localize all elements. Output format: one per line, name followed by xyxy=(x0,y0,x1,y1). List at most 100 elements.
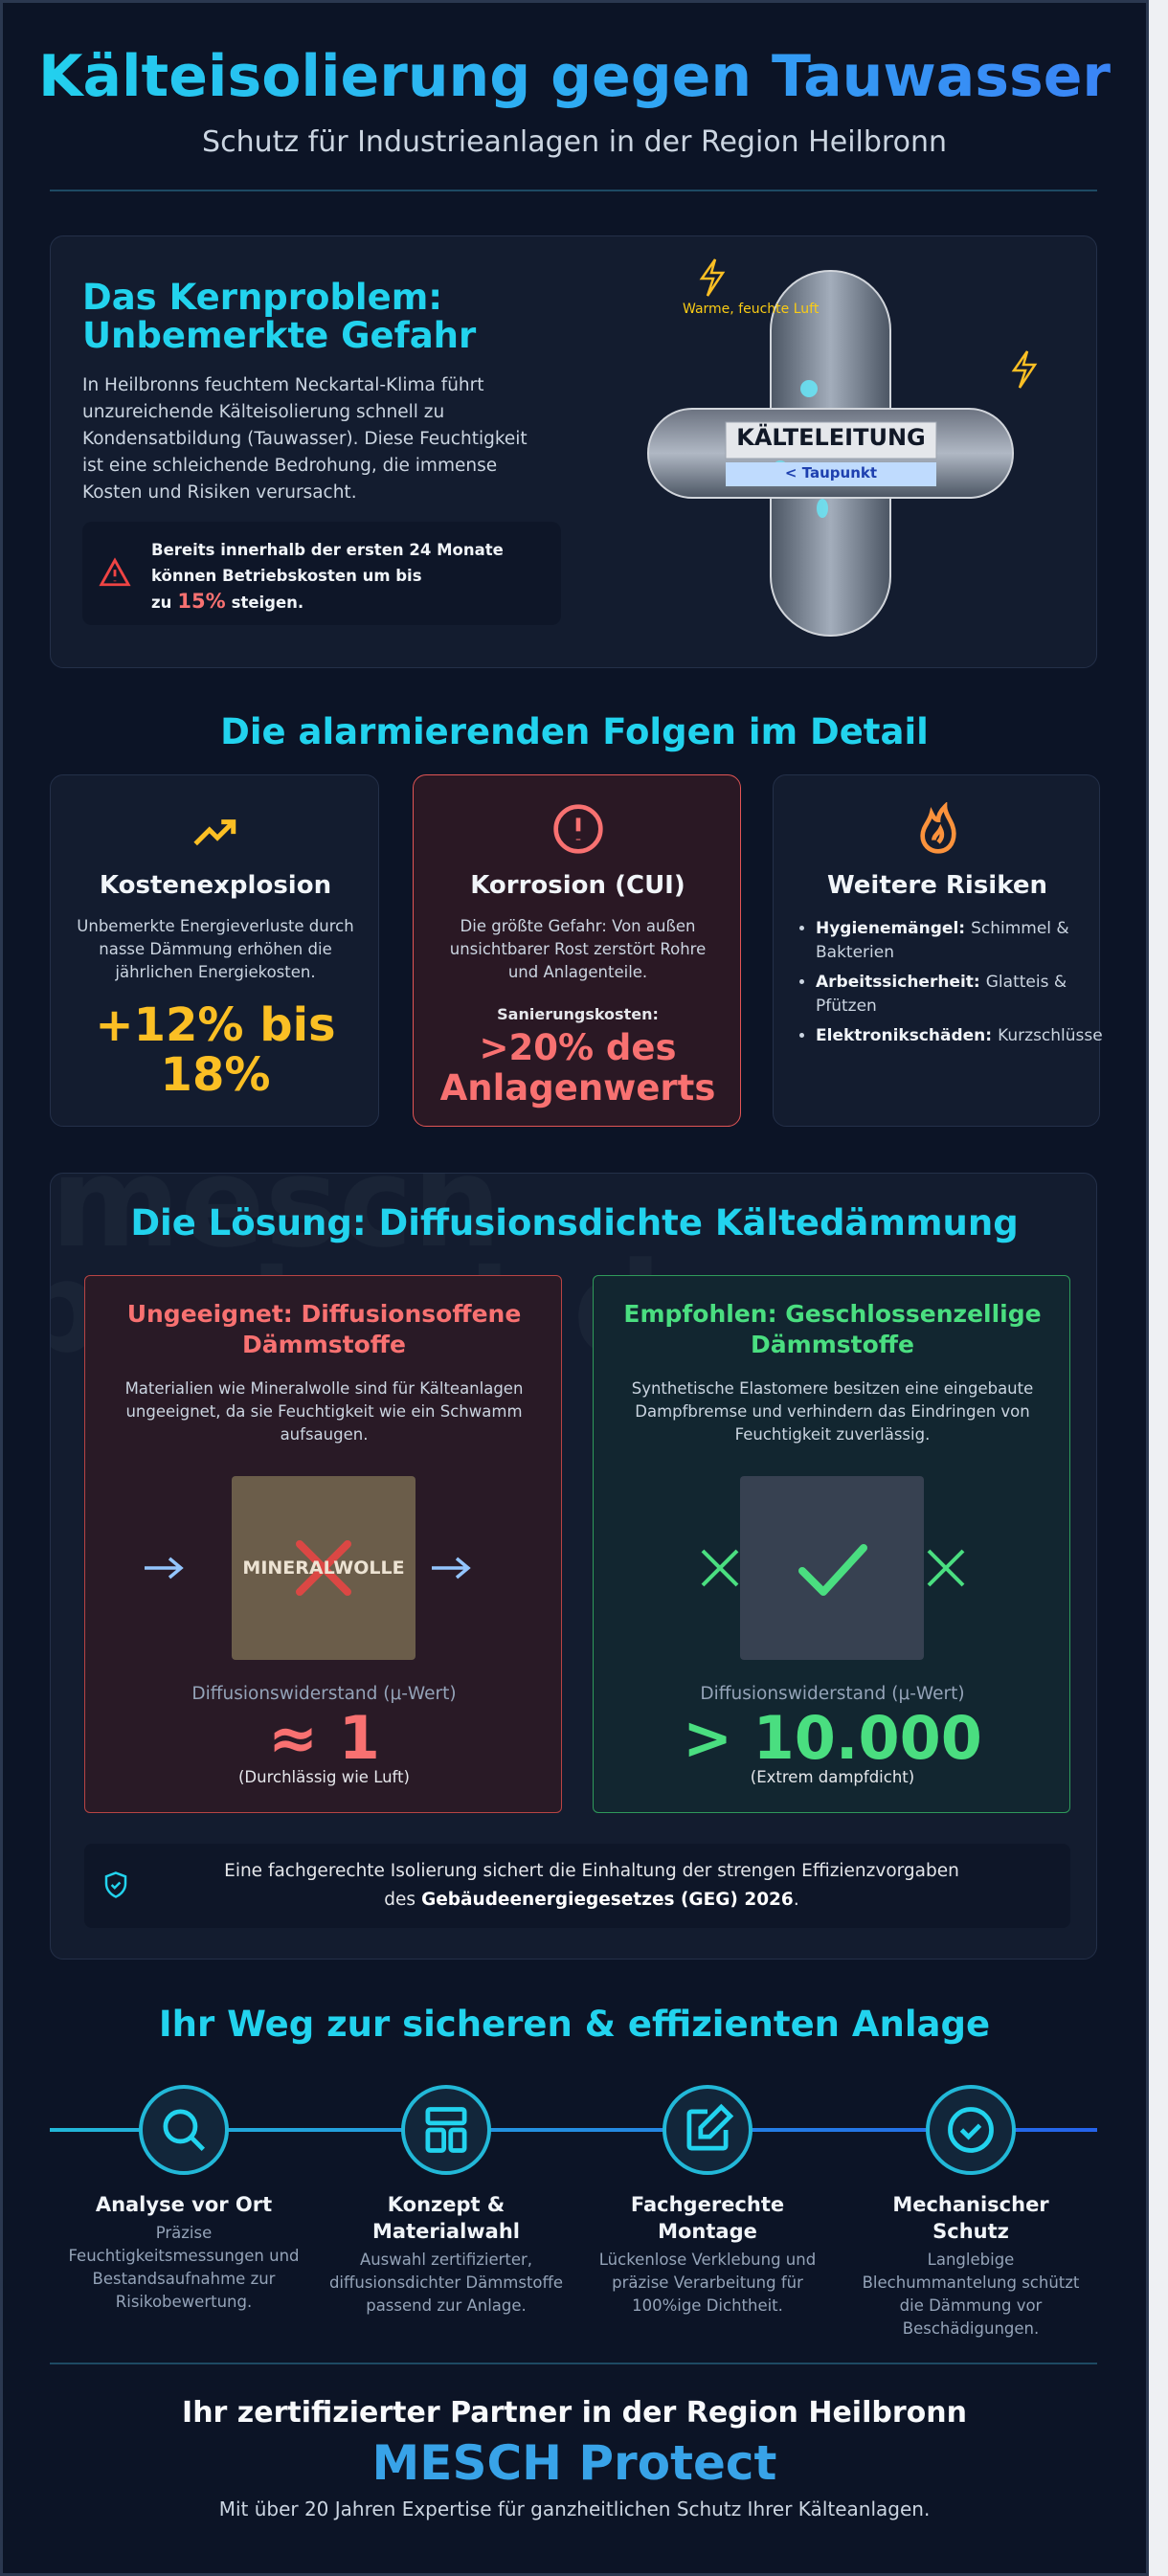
cost-card: Kostenexplosion Unbemerkte Energieverlus… xyxy=(50,774,379,1127)
icon-shape xyxy=(448,2127,467,2153)
risk-item: Hygienemängel:Schimmel & Bakterien xyxy=(816,917,1080,965)
good-card: Empfohlen: Geschlossenzellige Dämmstoffe… xyxy=(593,1275,1070,1813)
icon-shape xyxy=(221,819,236,835)
metric-note: (Durchlässig wie Luft) xyxy=(237,1768,410,1786)
note-before: Eine fachgerechte Isolierung sichert die… xyxy=(224,1861,959,1910)
step-text: Präzise Feuchtigkeitsmessungen und Besta… xyxy=(68,2224,300,2311)
icon-shape xyxy=(701,1549,965,1587)
risk-text: Glatteis & Pfützen xyxy=(816,973,1067,1016)
metric-note: (Extrem dampfdicht) xyxy=(750,1768,915,1786)
title: Kälteisolierung gegen Tauwasser xyxy=(3,43,1146,110)
icon xyxy=(163,2109,205,2151)
fire-icon xyxy=(920,802,956,854)
metric-label: Diffusionswiderstand (μ-Wert) xyxy=(191,1684,457,1704)
good-text: Synthetische Elastomere besitzen eine ei… xyxy=(631,1379,1034,1444)
step-text: Langlebige Blechummantelung schützt die … xyxy=(862,2251,1080,2338)
note-box: Eine fachgerechte Isolierung sichert die… xyxy=(84,1844,1070,1928)
shield-icon xyxy=(104,1871,127,1898)
alert-icon xyxy=(99,557,131,587)
icon-shape xyxy=(726,462,936,486)
icon-shape xyxy=(425,2107,467,2126)
alert-before: Bereits innerhalb der ersten 24 Monate k… xyxy=(151,541,504,612)
note-text: Eine fachgerechte Isolierung sichert die… xyxy=(161,1857,1022,1915)
bad-card: Ungeeignet: Diffusionsoffene Dämmstoffe … xyxy=(84,1275,562,1813)
icon-shape xyxy=(959,2123,982,2140)
risk-item: Arbeitssicherheit:Glatteis & Pfützen xyxy=(816,971,1080,1019)
icon xyxy=(948,2107,994,2153)
step: Fachgerechte Montage Lückenlose Verklebun… xyxy=(588,2191,827,2318)
icon-shape xyxy=(190,2136,205,2151)
icon-shape xyxy=(1011,350,1038,389)
step-title: Konzept & Materialwahl xyxy=(372,2193,520,2243)
bad-metric: ≈ 1 xyxy=(268,1703,380,1773)
icon-shape xyxy=(99,557,131,587)
good-title: Empfohlen: Geschlossenzellige Dämmstoffe xyxy=(623,1300,1042,1358)
step-text: Auswahl zertifizierter, diffusionsdichte… xyxy=(328,2251,564,2315)
note-bold: Gebäudeenergiegesetzes (GEG) 2026 xyxy=(421,1890,794,1910)
watermark: mesch xyxy=(51,1173,502,1275)
step-text: Lückenlose Verklebung und präzise Verarb… xyxy=(598,2251,817,2315)
icon-shape xyxy=(798,1544,867,1596)
step-title: Mechanischer Schutz xyxy=(892,2193,1049,2243)
icon-shape xyxy=(145,1557,184,1579)
alert-highlight: 15% xyxy=(177,590,226,613)
bad-text: Materialien wie Mineralwolle sind für Kä… xyxy=(124,1379,524,1444)
icon xyxy=(425,2107,467,2153)
icon-shape xyxy=(817,499,828,518)
card-title: Weitere Risiken xyxy=(827,871,1047,900)
icon-shape xyxy=(686,2109,729,2151)
icon xyxy=(686,2103,734,2151)
metric-label: Diffusionswiderstand (μ-Wert) xyxy=(700,1684,965,1704)
section-title: Die alarmierenden Folgen im Detail xyxy=(220,711,929,752)
material-label: MINERALWOLLE xyxy=(242,1557,405,1579)
icon-shape xyxy=(699,258,726,297)
card-text: Die größte Gefahr: Von außen unsichtbare… xyxy=(449,917,707,981)
corrosion-stat: >20% des Anlagenwerts xyxy=(439,1027,716,1109)
pipe-illustration xyxy=(647,258,1038,637)
risk-text: Schimmel & Bakterien xyxy=(816,919,1069,962)
brand: MESCH Protect xyxy=(371,2435,777,2491)
step-icon xyxy=(926,2085,1016,2175)
risk-item: Elektronikschäden: Kurzschlüsse xyxy=(816,1024,1103,1048)
risk-label: Arbeitssicherheit: xyxy=(816,973,980,992)
icon-shape xyxy=(193,819,236,846)
step-title: Fachgerechte Montage xyxy=(630,2193,785,2243)
step-icon xyxy=(663,2085,752,2175)
cost-stat: +12% bis 18% xyxy=(95,998,336,1102)
divider xyxy=(50,190,1097,191)
section-title: Ihr Weg zur sicheren & effizienten Anlag… xyxy=(158,2004,991,2045)
icon-shape xyxy=(163,2109,198,2144)
icon-shape xyxy=(296,1540,351,1596)
step-icon xyxy=(401,2085,491,2175)
icon-shape xyxy=(698,2103,734,2139)
step-title: Analyse vor Ort xyxy=(95,2193,273,2216)
card-text: Unbemerkte Energieverluste durch nasse D… xyxy=(77,917,354,981)
icon-shape xyxy=(725,421,937,459)
icon-shape xyxy=(425,2127,446,2153)
step: Konzept & Materialwahl Auswahl zertifizie… xyxy=(326,2191,566,2318)
warning-icon xyxy=(553,804,603,854)
risk-label: Hygienemängel: xyxy=(816,919,966,938)
step: Mechanischer Schutz Langlebige Blechumman… xyxy=(851,2191,1090,2341)
risk-label: Elektronikschäden: xyxy=(816,1026,993,1045)
card-title: Kostenexplosion xyxy=(99,871,332,900)
timeline xyxy=(50,2128,1097,2132)
air-label: Warme, feuchte Luft xyxy=(683,302,820,317)
footer-title: Ihr zertifizierter Partner in der Region… xyxy=(182,2396,967,2430)
icon-shape xyxy=(800,380,818,397)
problem-title: Das Kernproblem: Unbemerkte Gefahr xyxy=(82,277,477,356)
bad-title: Ungeeignet: Diffusionsoffene Dämmstoffe xyxy=(126,1300,522,1358)
alert-after: steigen. xyxy=(231,594,304,612)
divider xyxy=(50,2363,1097,2364)
step: Analyse vor Ort Präzise Feuchtigkeitsmess… xyxy=(64,2191,303,2314)
risk-list: Hygienemängel:Schimmel & Bakterien Arbeit… xyxy=(793,917,1103,1054)
check-marks xyxy=(701,1544,965,1596)
icon-shape xyxy=(920,802,956,854)
step-icon xyxy=(139,2085,229,2175)
icon-shape xyxy=(110,1881,122,1890)
material-box xyxy=(740,1476,924,1660)
footer-text: Mit über 20 Jahren Expertise für ganzhei… xyxy=(218,2498,931,2520)
icon-shape xyxy=(932,823,945,844)
good-metric: > 10.000 xyxy=(683,1703,982,1773)
